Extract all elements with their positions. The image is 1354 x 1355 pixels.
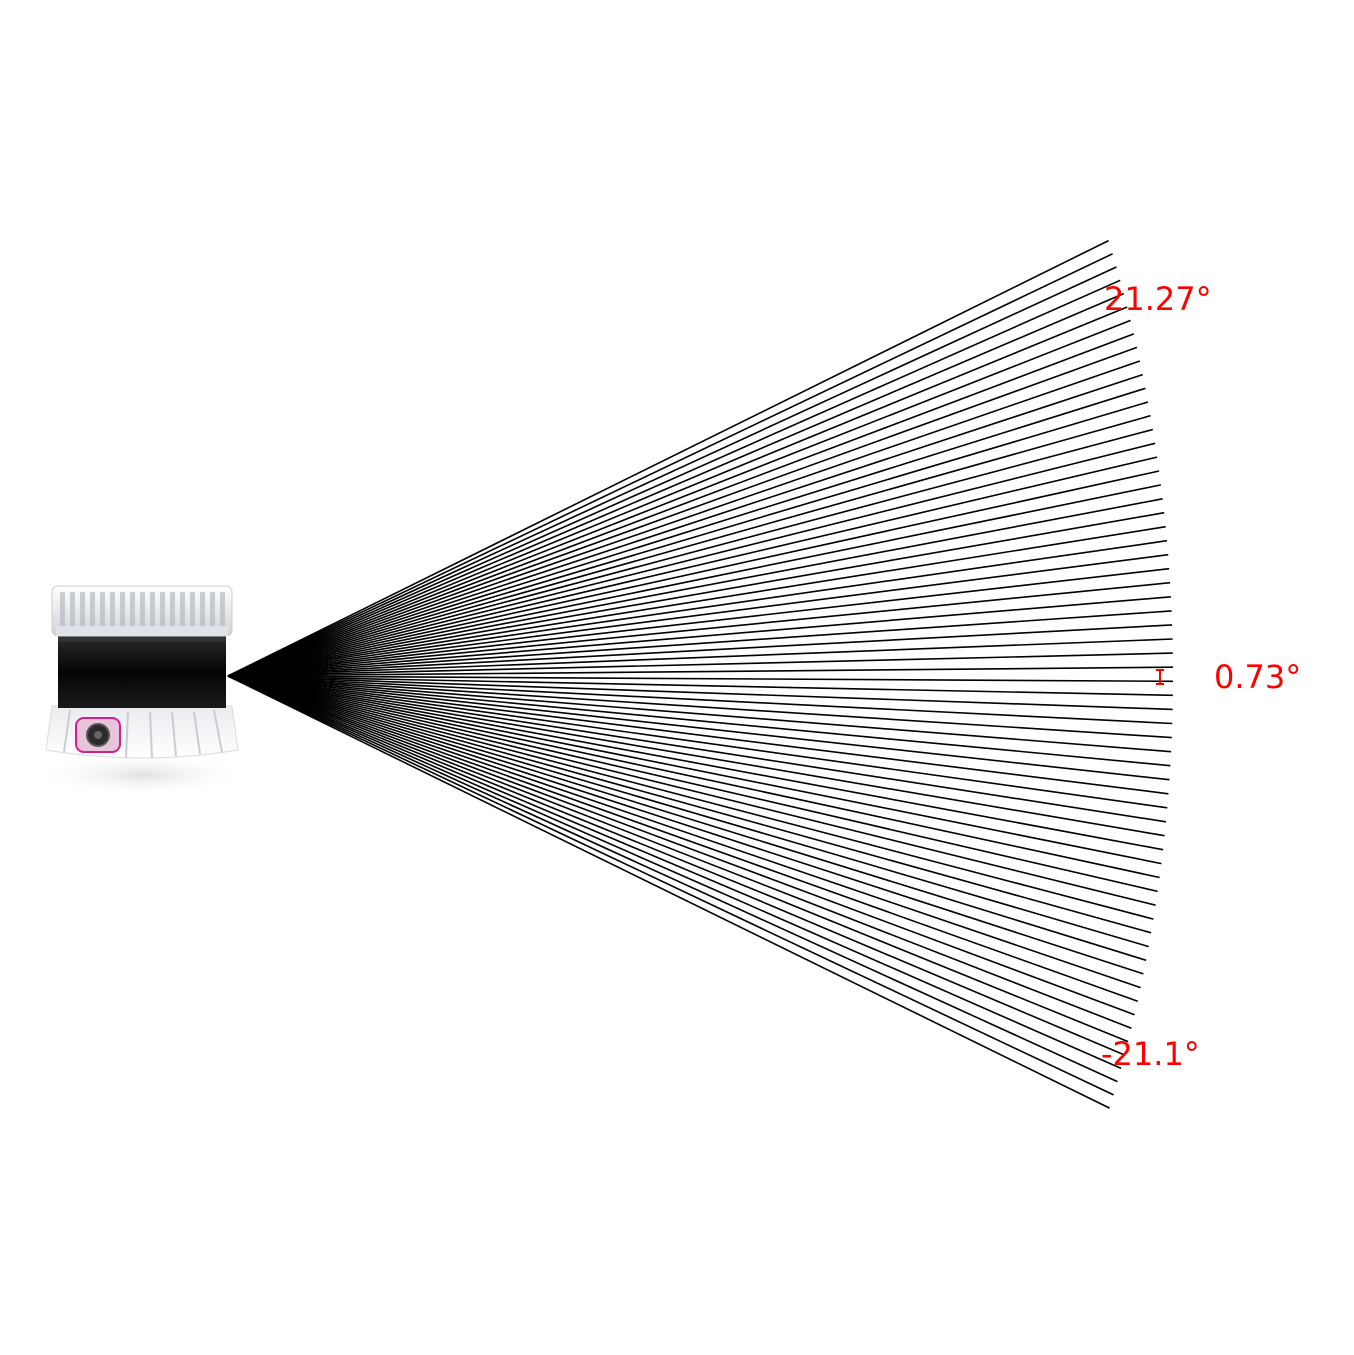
cooling-fin xyxy=(210,592,215,626)
beam-line xyxy=(227,253,1113,677)
beam-line xyxy=(227,401,1149,677)
beam-line xyxy=(227,675,1125,1056)
cooling-fin xyxy=(120,592,125,626)
beam-line xyxy=(227,675,1129,1043)
beam-line xyxy=(227,333,1135,677)
beam-line xyxy=(227,498,1163,677)
resolution-marker xyxy=(1156,669,1164,685)
beam-line xyxy=(227,675,1156,906)
beam-line xyxy=(227,484,1162,677)
beam-line xyxy=(227,511,1165,677)
max-angle-label: 21.27° xyxy=(1104,280,1212,318)
beam-line xyxy=(227,675,1167,823)
beam-line xyxy=(227,675,1172,753)
beam-line xyxy=(227,675,1147,962)
cooling-fin xyxy=(140,592,145,626)
beam-line xyxy=(227,442,1156,677)
beam-line xyxy=(227,675,1118,1083)
beam-line xyxy=(227,675,1172,739)
beam-line xyxy=(227,675,1158,893)
cooling-fin xyxy=(80,592,85,626)
beam-line xyxy=(227,638,1173,677)
cooling-fin xyxy=(170,592,175,626)
sensor-shadow xyxy=(34,753,250,797)
beam-line xyxy=(227,414,1151,677)
cooling-fin xyxy=(110,592,115,626)
beam-line xyxy=(227,675,1171,767)
beam-line xyxy=(227,675,1122,1070)
beam-line xyxy=(227,346,1138,677)
beam-line xyxy=(227,292,1125,677)
beam-line xyxy=(227,675,1170,781)
beam-line xyxy=(227,675,1138,1002)
lidar-beam-fan xyxy=(227,239,1174,1109)
beam-line xyxy=(227,675,1169,795)
beam-line xyxy=(227,675,1141,989)
beam-line xyxy=(227,610,1172,677)
beam-line xyxy=(227,266,1117,677)
beam-line xyxy=(227,319,1131,677)
cooling-fin xyxy=(90,592,95,626)
beam-line xyxy=(227,675,1149,948)
beam-line xyxy=(227,675,1154,920)
cooling-fin xyxy=(180,592,185,626)
beam-line xyxy=(227,596,1171,677)
sensor-cooling-fins xyxy=(60,592,225,626)
beam-line xyxy=(227,675,1165,837)
beam-line xyxy=(227,360,1141,677)
beam-line xyxy=(227,666,1174,677)
beam-line xyxy=(227,428,1154,677)
beam-line xyxy=(227,239,1109,677)
beam-line xyxy=(227,279,1121,677)
beam-line xyxy=(227,306,1128,677)
cooling-fin xyxy=(60,592,65,626)
cooling-fin xyxy=(130,592,135,626)
cooling-fin xyxy=(190,592,195,626)
beam-line xyxy=(227,675,1173,711)
sensor-window xyxy=(58,636,226,708)
beam-line xyxy=(227,675,1114,1096)
beam-line xyxy=(227,387,1146,677)
beam-line xyxy=(227,581,1171,677)
beam-line xyxy=(227,675,1144,975)
lidar-sensor-icon xyxy=(34,585,250,797)
beam-line xyxy=(227,675,1160,879)
sensor-base xyxy=(45,705,239,759)
beam-line xyxy=(227,675,1132,1029)
cooling-fin xyxy=(100,592,105,626)
beam-line xyxy=(227,675,1168,809)
min-angle-label: -21.1° xyxy=(1101,1035,1200,1073)
beam-line xyxy=(227,373,1143,677)
beam-line xyxy=(227,675,1173,697)
beam-line xyxy=(227,456,1158,677)
beam-line xyxy=(227,675,1164,851)
beam-line xyxy=(227,553,1169,677)
beam-line xyxy=(227,567,1170,677)
beam-line xyxy=(227,652,1173,677)
beam-line xyxy=(227,675,1152,934)
cooling-fin xyxy=(200,592,205,626)
beam-line xyxy=(227,675,1173,725)
beam-line xyxy=(227,525,1166,677)
sensor-base-ribs xyxy=(63,709,223,759)
cooling-fin xyxy=(160,592,165,626)
resolution-label: 0.73° xyxy=(1214,658,1301,696)
beam-line xyxy=(227,675,1174,683)
cooling-fin xyxy=(150,592,155,626)
beam-line xyxy=(227,539,1168,677)
beam-line xyxy=(227,675,1162,865)
beam-line xyxy=(227,675,1110,1109)
beam-line xyxy=(227,675,1135,1016)
cooling-fin xyxy=(220,592,225,626)
beam-line xyxy=(227,470,1160,677)
cooling-fin xyxy=(70,592,75,626)
beam-line xyxy=(227,624,1173,677)
